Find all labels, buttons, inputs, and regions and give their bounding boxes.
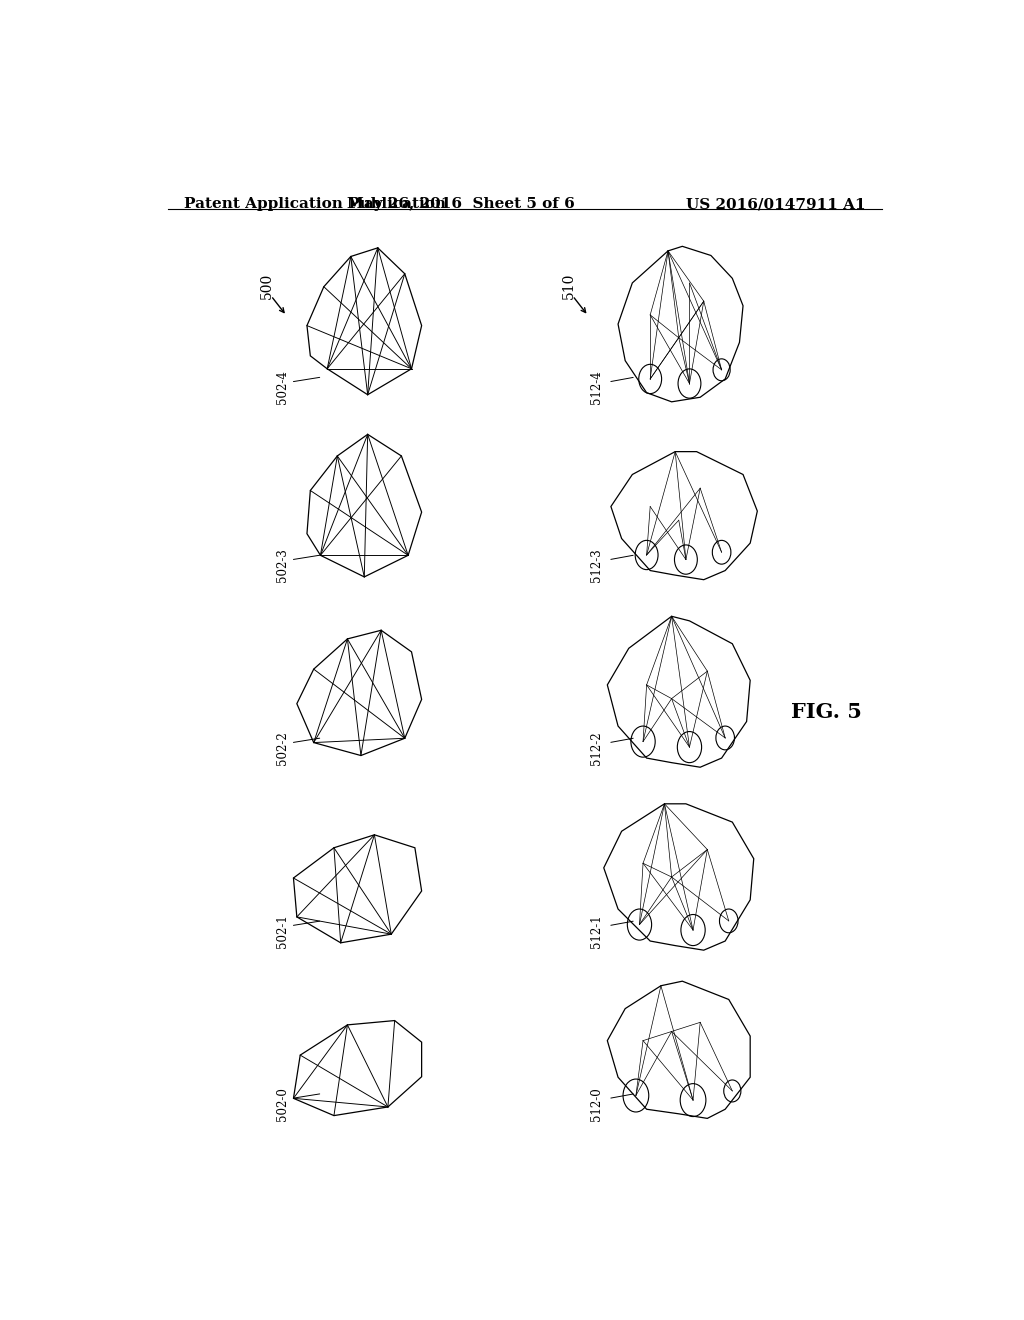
Text: May 26, 2016  Sheet 5 of 6: May 26, 2016 Sheet 5 of 6 <box>347 197 575 211</box>
Text: FIG. 5: FIG. 5 <box>791 702 861 722</box>
Text: 502-3: 502-3 <box>276 548 289 582</box>
Text: 500: 500 <box>260 272 273 298</box>
Text: 512-3: 512-3 <box>590 548 603 582</box>
Text: 502-1: 502-1 <box>276 913 289 948</box>
Text: 512-1: 512-1 <box>590 913 603 948</box>
Text: US 2016/0147911 A1: US 2016/0147911 A1 <box>686 197 866 211</box>
Text: Patent Application Publication: Patent Application Publication <box>183 197 445 211</box>
Text: 510: 510 <box>561 272 575 298</box>
Text: 502-0: 502-0 <box>276 1086 289 1121</box>
Text: 502-2: 502-2 <box>276 731 289 764</box>
Text: 512-2: 512-2 <box>590 731 603 764</box>
Text: 512-4: 512-4 <box>590 370 603 404</box>
Text: 512-0: 512-0 <box>590 1086 603 1121</box>
Text: 502-4: 502-4 <box>276 370 289 404</box>
